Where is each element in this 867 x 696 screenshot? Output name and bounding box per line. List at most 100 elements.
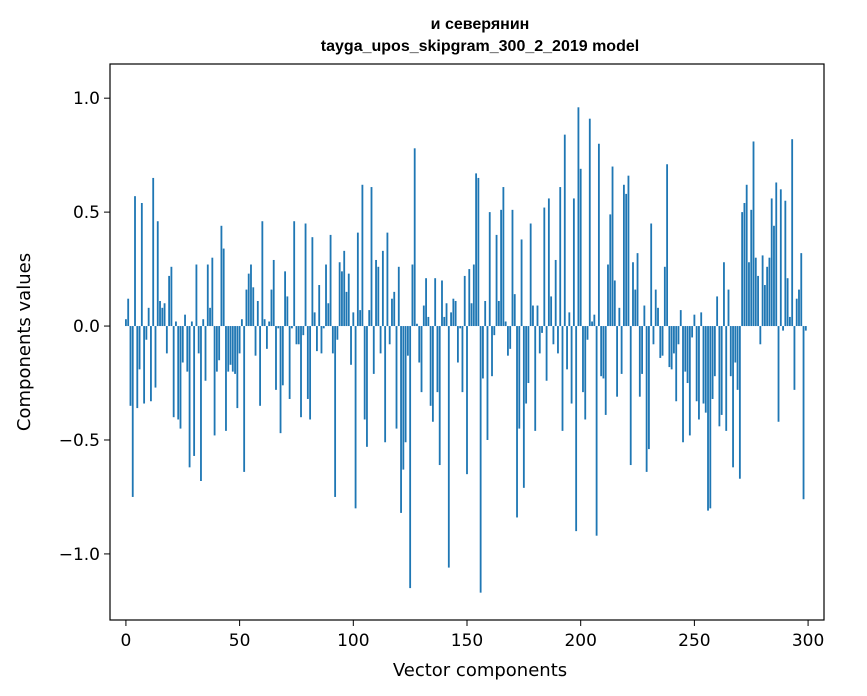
x-axis-ticks: 0 50 100 150 200 250 300 <box>121 620 824 651</box>
bar <box>516 326 518 518</box>
bar <box>522 326 525 488</box>
bar <box>363 326 366 420</box>
bar <box>413 148 416 327</box>
bar <box>366 326 368 447</box>
bar <box>252 287 255 327</box>
y-tick-label: −1.0 <box>59 545 100 565</box>
bar <box>557 326 559 354</box>
bar <box>268 321 271 327</box>
bar <box>636 253 639 327</box>
x-tick-label: 200 <box>564 631 596 651</box>
bar <box>184 314 186 327</box>
bar <box>138 326 141 370</box>
bar <box>684 326 687 372</box>
bar <box>754 257 757 327</box>
bar <box>691 326 694 338</box>
y-axis-label: Components values <box>14 253 35 431</box>
bar <box>668 326 671 368</box>
bar <box>368 310 371 327</box>
bar <box>552 326 555 345</box>
bar <box>381 250 384 327</box>
bar <box>550 296 553 327</box>
bar <box>786 278 789 327</box>
bar <box>134 196 136 327</box>
bar <box>172 326 175 418</box>
bar <box>509 326 512 349</box>
bar <box>770 198 773 327</box>
bar <box>161 307 164 327</box>
bar <box>431 326 434 422</box>
bar <box>532 305 534 327</box>
bar <box>777 326 780 422</box>
bar <box>634 289 637 327</box>
bar <box>334 326 337 497</box>
bar <box>541 326 543 333</box>
bar <box>607 264 609 327</box>
bar <box>616 326 618 397</box>
bar <box>127 298 130 327</box>
bar <box>206 264 209 327</box>
bar <box>688 326 691 436</box>
bar <box>147 307 150 327</box>
bar <box>709 326 712 509</box>
bar <box>716 296 719 327</box>
bar <box>595 326 598 536</box>
bar <box>682 326 684 443</box>
bar <box>554 259 557 327</box>
bar <box>379 326 382 354</box>
bars-group <box>125 107 807 593</box>
bar <box>125 319 127 327</box>
bar <box>341 271 343 327</box>
bar <box>570 326 573 404</box>
bar <box>591 321 593 327</box>
bar <box>347 273 350 327</box>
bar <box>356 232 359 327</box>
bar <box>566 326 568 370</box>
y-axis-ticks: −1.0 −0.5 0.0 0.5 1.0 <box>59 89 110 565</box>
bar <box>652 326 655 345</box>
bar <box>793 326 796 390</box>
x-tick-label: 300 <box>792 631 824 651</box>
bar <box>738 326 741 479</box>
bar <box>450 312 452 327</box>
x-tick-label: 0 <box>121 631 132 651</box>
bar <box>575 326 578 532</box>
bar <box>436 326 439 393</box>
bar <box>661 326 664 356</box>
y-tick-label: −0.5 <box>59 431 100 451</box>
bar <box>277 326 280 329</box>
bar <box>627 175 630 327</box>
bar <box>302 326 305 336</box>
bar <box>588 118 591 327</box>
bar <box>645 326 648 472</box>
bar <box>272 259 275 327</box>
bar <box>311 237 314 327</box>
bar <box>188 326 191 468</box>
bar <box>195 264 198 327</box>
bar <box>732 326 734 468</box>
bar <box>136 326 139 409</box>
bar <box>495 234 498 327</box>
bar <box>270 289 273 327</box>
bar <box>743 203 746 327</box>
bar <box>586 326 589 340</box>
bar <box>275 326 277 390</box>
bar <box>129 326 132 406</box>
bar <box>734 326 737 363</box>
bar <box>725 326 728 431</box>
bar <box>377 266 380 327</box>
bar <box>163 303 166 327</box>
bar <box>454 300 457 327</box>
y-tick-label: 0.5 <box>73 203 100 223</box>
bar <box>520 239 523 327</box>
bar <box>675 326 678 402</box>
bar <box>418 326 421 363</box>
bar <box>402 326 405 470</box>
bar <box>325 264 327 327</box>
bar <box>518 326 521 429</box>
bar <box>279 326 282 434</box>
bar <box>284 271 286 327</box>
bar <box>293 221 296 327</box>
bar <box>779 189 782 327</box>
bar <box>629 326 632 466</box>
